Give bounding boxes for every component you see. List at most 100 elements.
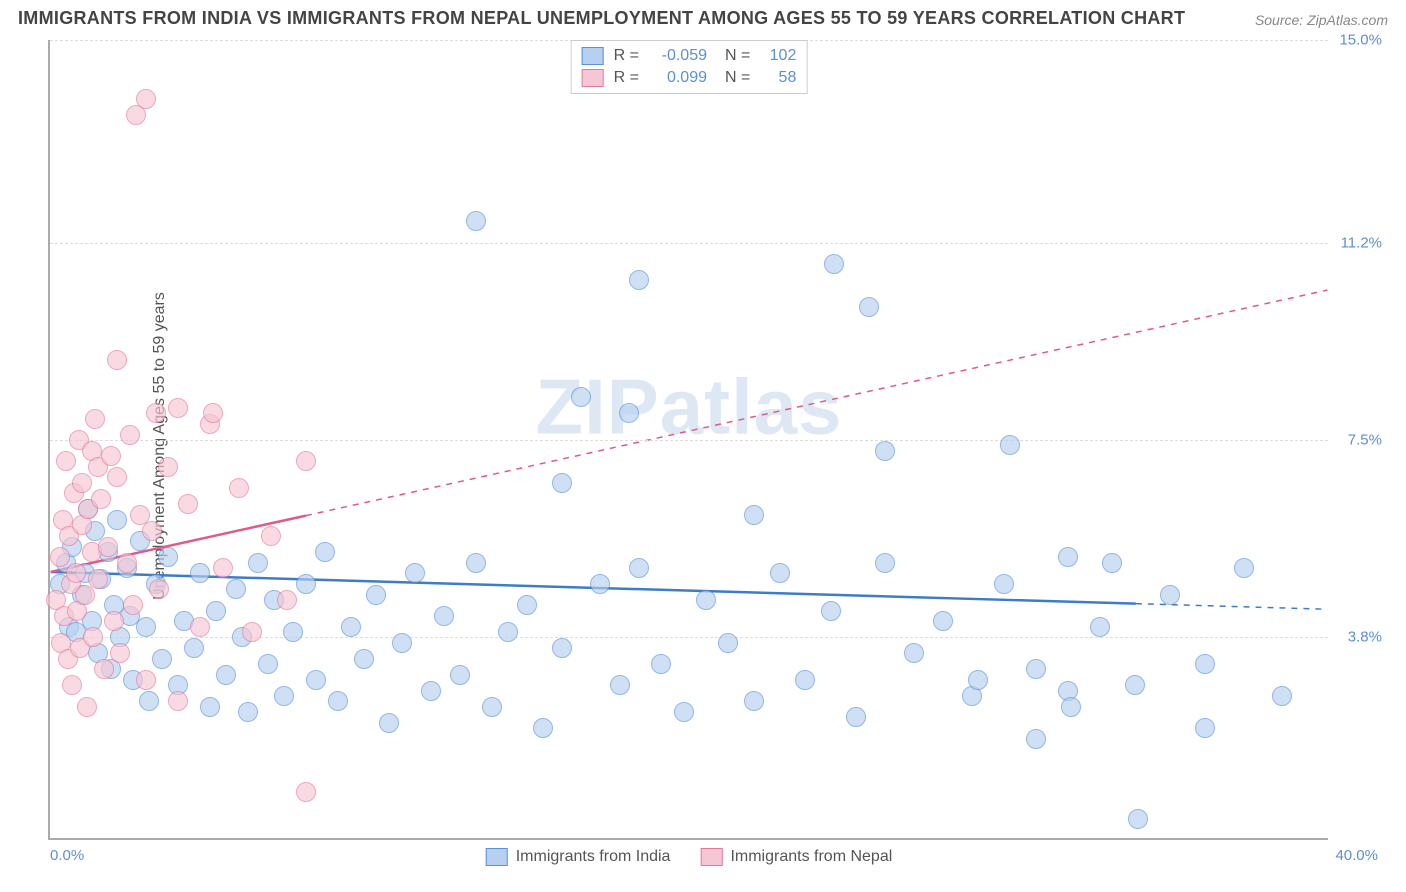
legend-swatch <box>486 848 508 866</box>
scatter-point <box>283 622 303 642</box>
scatter-point <box>744 691 764 711</box>
scatter-point <box>552 473 572 493</box>
scatter-point <box>366 585 386 605</box>
scatter-point <box>1272 686 1292 706</box>
scatter-point <box>66 563 86 583</box>
scatter-point <box>629 558 649 578</box>
scatter-point <box>242 622 262 642</box>
scatter-point <box>98 537 118 557</box>
scatter-point <box>226 579 246 599</box>
x-tick-label: 0.0% <box>50 847 84 864</box>
legend-series-item: Immigrants from Nepal <box>700 848 892 866</box>
legend-correlation-row: R = 0.099 N = 58 <box>582 67 797 89</box>
grid-line <box>50 243 1328 244</box>
scatter-point <box>56 451 76 471</box>
scatter-point <box>277 590 297 610</box>
scatter-point <box>1128 809 1148 829</box>
scatter-point <box>146 403 166 423</box>
scatter-point <box>149 579 169 599</box>
scatter-point <box>517 595 537 615</box>
legend-n-label: N = <box>725 47 750 65</box>
scatter-point <box>859 297 879 317</box>
scatter-point <box>136 617 156 637</box>
scatter-point <box>110 643 130 663</box>
scatter-point <box>933 611 953 631</box>
scatter-point <box>1090 617 1110 637</box>
scatter-point <box>552 638 572 658</box>
scatter-point <box>158 547 178 567</box>
scatter-point <box>696 590 716 610</box>
scatter-point <box>62 675 82 695</box>
scatter-point <box>1102 553 1122 573</box>
scatter-point <box>72 473 92 493</box>
legend-swatch <box>700 848 722 866</box>
scatter-point <box>651 654 671 674</box>
legend-r-label: R = <box>614 69 639 87</box>
scatter-plot-area: ZIPatlas R =-0.059N =102R =0.099N =58 Im… <box>48 40 1328 840</box>
chart-title: IMMIGRANTS FROM INDIA VS IMMIGRANTS FROM… <box>18 8 1185 29</box>
scatter-point <box>341 617 361 637</box>
scatter-point <box>1026 659 1046 679</box>
y-tick-label: 15.0% <box>1339 32 1382 49</box>
legend-n-value: 58 <box>760 69 796 87</box>
scatter-point <box>248 553 268 573</box>
scatter-point <box>168 398 188 418</box>
scatter-point <box>296 451 316 471</box>
legend-r-value: 0.099 <box>649 69 707 87</box>
scatter-point <box>306 670 326 690</box>
scatter-point <box>261 526 281 546</box>
scatter-point <box>392 633 412 653</box>
scatter-point <box>229 478 249 498</box>
scatter-point <box>498 622 518 642</box>
scatter-point <box>1195 654 1215 674</box>
scatter-point <box>117 553 137 573</box>
legend-swatch <box>582 69 604 87</box>
scatter-point <box>203 403 223 423</box>
legend-r-label: R = <box>614 47 639 65</box>
scatter-point <box>85 409 105 429</box>
scatter-point <box>770 563 790 583</box>
scatter-point <box>629 270 649 290</box>
y-tick-label: 11.2% <box>1341 234 1382 251</box>
scatter-point <box>1160 585 1180 605</box>
scatter-point <box>1000 435 1020 455</box>
scatter-point <box>200 697 220 717</box>
scatter-point <box>875 553 895 573</box>
scatter-point <box>139 691 159 711</box>
scatter-point <box>315 542 335 562</box>
scatter-point <box>674 702 694 722</box>
scatter-point <box>821 601 841 621</box>
grid-line <box>50 440 1328 441</box>
scatter-point <box>328 691 348 711</box>
scatter-point <box>466 211 486 231</box>
scatter-point <box>50 547 70 567</box>
legend-series-label: Immigrants from India <box>516 848 671 866</box>
scatter-point <box>274 686 294 706</box>
trend-line-dashed <box>1136 604 1328 610</box>
scatter-point <box>1058 547 1078 567</box>
scatter-point <box>421 681 441 701</box>
scatter-point <box>216 665 236 685</box>
scatter-point <box>190 617 210 637</box>
scatter-point <box>1195 718 1215 738</box>
series-legend: Immigrants from India Immigrants from Nep… <box>486 848 893 866</box>
scatter-point <box>88 569 108 589</box>
scatter-point <box>450 665 470 685</box>
scatter-point <box>120 425 140 445</box>
scatter-point <box>206 601 226 621</box>
scatter-point <box>142 521 162 541</box>
scatter-point <box>1234 558 1254 578</box>
scatter-point <box>968 670 988 690</box>
scatter-point <box>107 467 127 487</box>
scatter-point <box>296 782 316 802</box>
legend-series-label: Immigrants from Nepal <box>730 848 892 866</box>
scatter-point <box>123 595 143 615</box>
legend-n-label: N = <box>725 69 750 87</box>
scatter-point <box>168 691 188 711</box>
legend-series-item: Immigrants from India <box>486 848 671 866</box>
scatter-point <box>178 494 198 514</box>
scatter-point <box>104 611 124 631</box>
scatter-point <box>296 574 316 594</box>
scatter-point <box>1061 697 1081 717</box>
scatter-point <box>91 489 111 509</box>
